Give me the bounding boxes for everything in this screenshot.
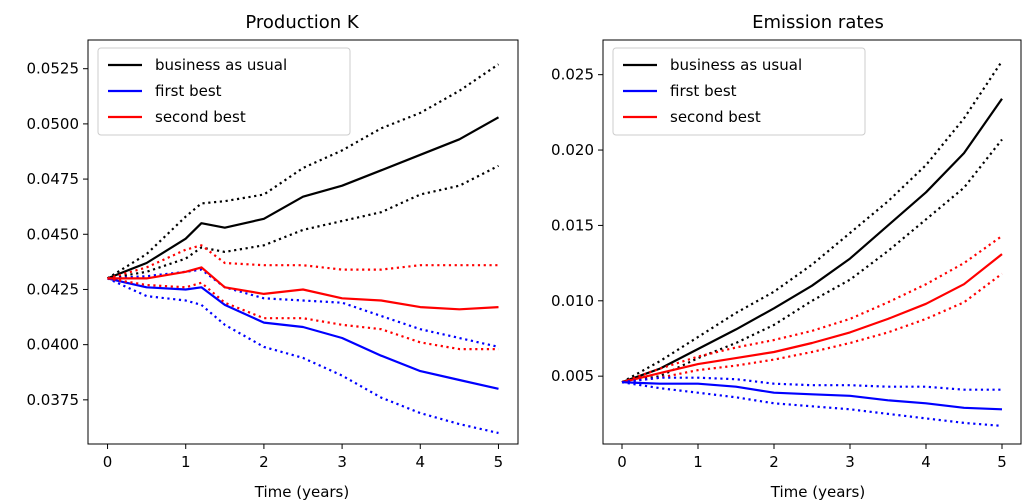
y-tick-label: 0.010 [551, 292, 594, 310]
y-tick-label: 0.0375 [27, 391, 80, 409]
x-tick-label: 1 [693, 453, 703, 471]
y-tick-label: 0.0450 [27, 225, 80, 243]
series-line-red-dotted-5 [621, 272, 1003, 384]
plot-frame [602, 39, 1022, 445]
legend-label-first-best: first best [155, 82, 222, 100]
y-tick-label: 0.0500 [27, 115, 80, 133]
series-line-black-dotted-2 [107, 164, 499, 280]
series-line-red-dotted-4 [621, 235, 1003, 384]
emission-rates-xlabel: Time (years) [770, 483, 865, 501]
series-line-black-solid-0 [621, 98, 1003, 384]
y-tick-label: 0.0475 [27, 170, 80, 188]
series-line-red-dotted-7 [107, 244, 499, 280]
series-line-blue-solid-3 [107, 277, 499, 390]
y-tick-label: 0.020 [551, 141, 594, 159]
x-tick-label: 3 [337, 453, 347, 471]
emission-rates-title: Emission rates [752, 12, 884, 33]
legend-box [612, 47, 866, 136]
legend-label-first-best: first best [670, 82, 737, 100]
series-line-blue-dotted-8 [621, 381, 1003, 427]
legend-label-business-as-usual: business as usual [670, 56, 802, 74]
x-tick-label: 4 [415, 453, 425, 471]
x-tick-label: 2 [259, 453, 269, 471]
production-k-xlabel: Time (years) [254, 483, 349, 501]
legend-label-second-best: second best [155, 108, 246, 126]
series-line-red-dotted-8 [107, 277, 499, 351]
y-tick-label: 0.015 [551, 216, 594, 234]
x-tick-label: 5 [494, 453, 504, 471]
x-tick-label: 3 [845, 453, 855, 471]
production-k-title: Production K [245, 12, 359, 33]
legend-box [97, 47, 351, 136]
series-line-red-solid-6 [107, 266, 499, 311]
series-line-red-solid-3 [621, 253, 1003, 384]
production-k-chart: Production K Time (years) 0 1 2 3 4 5 0.0375 0.… [27, 12, 519, 501]
x-tick-label: 0 [617, 453, 627, 471]
y-tick-label: 0.0525 [27, 60, 80, 78]
x-tick-label: 5 [997, 453, 1007, 471]
series-line-blue-dotted-5 [107, 277, 499, 435]
x-tick-label: 4 [921, 453, 931, 471]
y-tick-label: 0.0400 [27, 336, 80, 354]
emission-rates-chart: Emission rates Time (years) 0 1 2 3 4 5 0.005 0… [551, 12, 1022, 501]
x-tick-label: 0 [103, 453, 113, 471]
y-tick-label: 0.0425 [27, 280, 80, 298]
y-tick-label: 0.025 [551, 66, 594, 84]
series-line-black-dotted-1 [621, 60, 1003, 384]
legend-label-second-best: second best [670, 108, 761, 126]
x-tick-label: 1 [181, 453, 191, 471]
x-tick-label: 2 [769, 453, 779, 471]
series-line-black-solid-0 [107, 116, 500, 280]
legend-label-business-as-usual: business as usual [155, 56, 287, 74]
y-tick-label: 0.005 [551, 367, 594, 385]
series-line-black-dotted-2 [621, 138, 1003, 384]
series-line-blue-solid-6 [621, 381, 1003, 411]
series-line-blue-dotted-4 [107, 268, 499, 348]
plot-frame [87, 39, 519, 445]
